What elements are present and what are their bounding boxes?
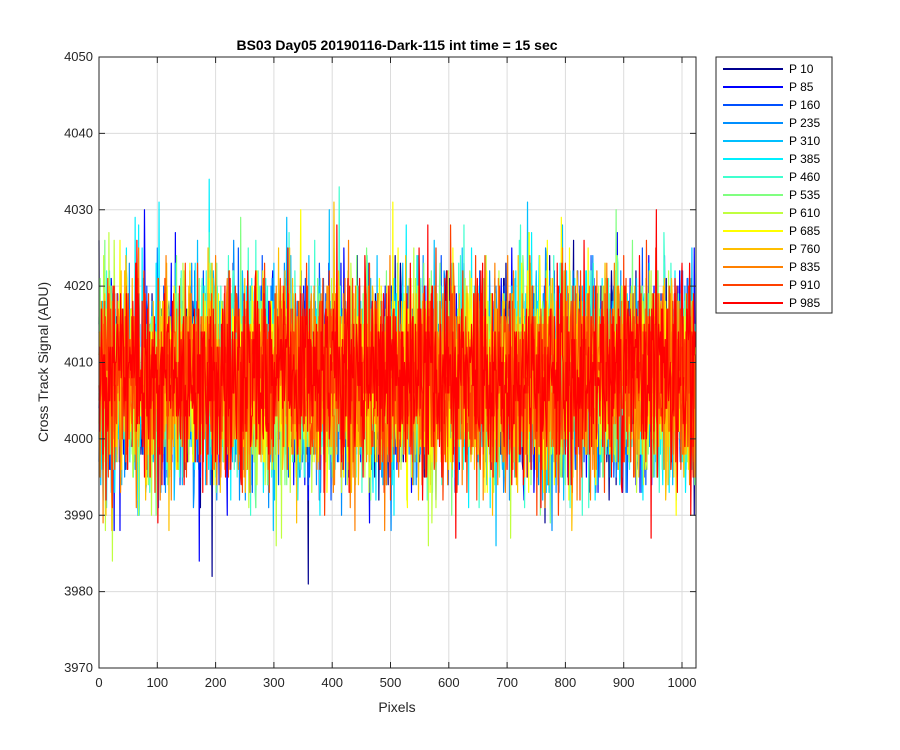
x-tick-label: 500 (380, 675, 402, 690)
chart-title: BS03 Day05 20190116-Dark-115 int time = … (236, 37, 557, 53)
legend: P 10 P 85 P 160 P 235 P 310 P 385 P 460 P 535 P … (715, 56, 833, 314)
y-tick-label: 4050 (64, 49, 93, 64)
axis-ticks: 0 100 200 300 400 500 600 700 800 900 1000 3970 3980… (64, 49, 696, 690)
y-tick-label: 4040 (64, 125, 93, 140)
x-tick-label: 600 (438, 675, 460, 690)
legend-label: P 310 (789, 134, 820, 148)
x-tick-label: 400 (321, 675, 343, 690)
x-tick-label: 1000 (668, 675, 697, 690)
legend-box (715, 56, 833, 314)
legend-label: P 385 (789, 152, 820, 166)
series-line (98, 209, 697, 539)
y-tick-label: 3980 (64, 584, 93, 599)
x-tick-label: 0 (95, 675, 102, 690)
series-layer (98, 178, 697, 585)
legend-label: P 460 (789, 170, 820, 184)
x-tick-label: 100 (146, 675, 168, 690)
legend-label: P 535 (789, 188, 820, 202)
legend-label: P 160 (789, 98, 820, 112)
legend-label: P 685 (789, 224, 820, 238)
x-tick-label: 700 (496, 675, 518, 690)
y-tick-label: 4030 (64, 202, 93, 217)
y-axis-label: Cross Track Signal (ADU) (35, 282, 51, 442)
legend-label: P 910 (789, 278, 820, 292)
y-tick-label: 4000 (64, 431, 93, 446)
legend-label: P 85 (789, 80, 814, 94)
legend-label: P 835 (789, 260, 820, 274)
legend-label: P 10 (789, 62, 814, 76)
y-tick-label: 3990 (64, 507, 93, 522)
x-tick-label: 900 (613, 675, 635, 690)
legend-label: P 610 (789, 206, 820, 220)
x-axis-label: Pixels (378, 699, 415, 715)
x-tick-label: 800 (555, 675, 577, 690)
legend-label: P 985 (789, 296, 820, 310)
y-tick-label: 4020 (64, 278, 93, 293)
x-tick-label: 300 (263, 675, 285, 690)
y-tick-label: 3970 (64, 660, 93, 675)
legend-label: P 760 (789, 242, 820, 256)
legend-label: P 235 (789, 116, 820, 130)
x-tick-label: 200 (205, 675, 227, 690)
y-tick-label: 4010 (64, 355, 93, 370)
